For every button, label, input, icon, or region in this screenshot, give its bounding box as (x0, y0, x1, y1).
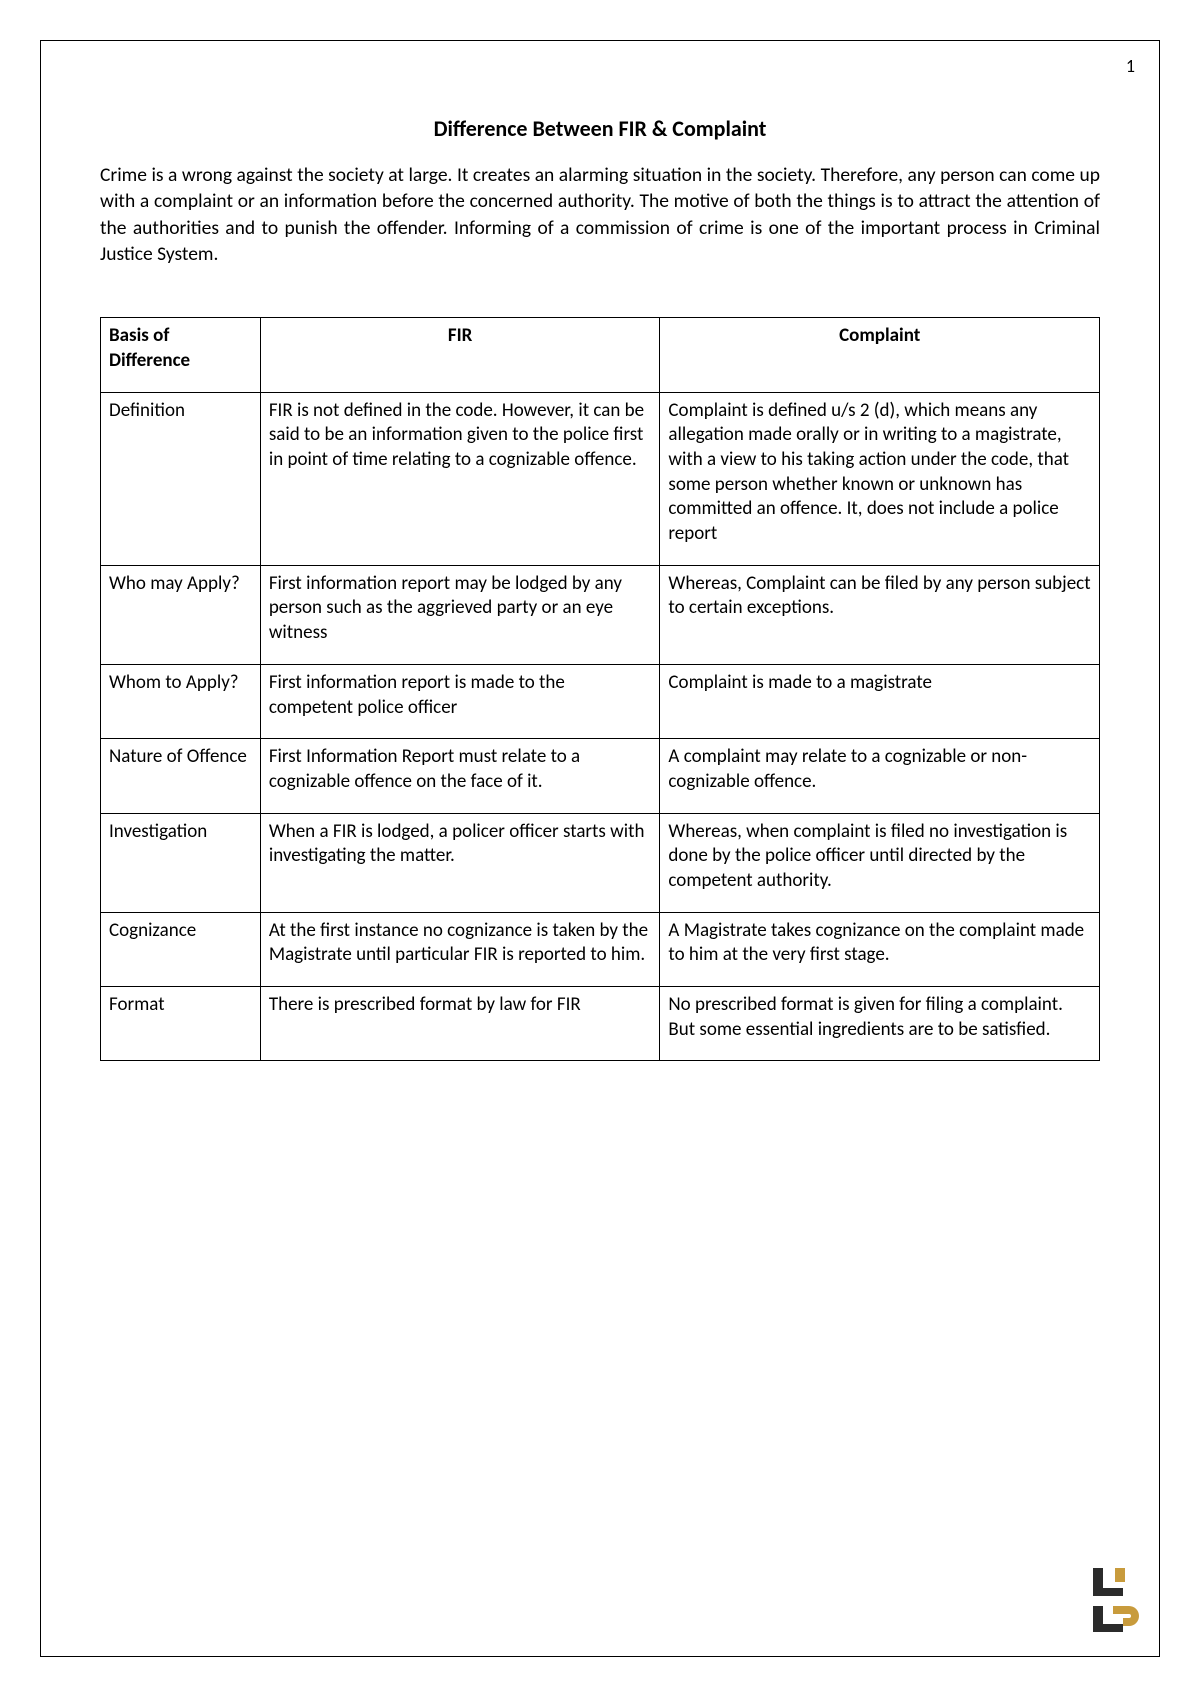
cell-basis: Cognizance (101, 912, 261, 986)
cell-fir: First information report is made to the … (260, 664, 660, 738)
intro-paragraph: Crime is a wrong against the society at … (100, 162, 1100, 267)
cell-complaint: Complaint is defined u/s 2 (d), which me… (660, 392, 1100, 565)
cell-complaint: Whereas, Complaint can be filed by any p… (660, 565, 1100, 664)
table-header-row: Basis of Difference FIR Complaint (101, 318, 1100, 392)
table-row: Nature of Offence First Information Repo… (101, 739, 1100, 813)
document-title: Difference Between FIR & Complaint (100, 115, 1100, 142)
cell-complaint: A complaint may relate to a cognizable o… (660, 739, 1100, 813)
cell-fir: When a FIR is lodged, a policer officer … (260, 813, 660, 912)
cell-fir: FIR is not defined in the code. However,… (260, 392, 660, 565)
header-complaint: Complaint (660, 318, 1100, 392)
cell-basis: Investigation (101, 813, 261, 912)
cell-basis: Nature of Offence (101, 739, 261, 813)
cell-complaint: Complaint is made to a magistrate (660, 664, 1100, 738)
cell-complaint: Whereas, when complaint is filed no inve… (660, 813, 1100, 912)
table-row: Investigation When a FIR is lodged, a po… (101, 813, 1100, 912)
table-row: Cognizance At the first instance no cogn… (101, 912, 1100, 986)
page-number: 1 (1126, 55, 1135, 77)
cell-complaint: A Magistrate takes cognizance on the com… (660, 912, 1100, 986)
cell-fir: First Information Report must relate to … (260, 739, 660, 813)
page-content: Difference Between FIR & Complaint Crime… (100, 115, 1100, 1061)
header-fir: FIR (260, 318, 660, 392)
cell-basis: Definition (101, 392, 261, 565)
table-body: Definition FIR is not defined in the cod… (101, 392, 1100, 1061)
comparison-table: Basis of Difference FIR Complaint Defini… (100, 317, 1100, 1061)
cell-complaint: No prescribed format is given for filing… (660, 987, 1100, 1061)
table-row: Format There is prescribed format by law… (101, 987, 1100, 1061)
cell-basis: Whom to Apply? (101, 664, 261, 738)
footer-logo-icon (1075, 1562, 1145, 1642)
cell-fir: At the first instance no cognizance is t… (260, 912, 660, 986)
table-row: Who may Apply? First information report … (101, 565, 1100, 664)
cell-basis: Who may Apply? (101, 565, 261, 664)
cell-fir: There is prescribed format by law for FI… (260, 987, 660, 1061)
table-row: Whom to Apply? First information report … (101, 664, 1100, 738)
header-basis: Basis of Difference (101, 318, 261, 392)
cell-fir: First information report may be lodged b… (260, 565, 660, 664)
table-row: Definition FIR is not defined in the cod… (101, 392, 1100, 565)
cell-basis: Format (101, 987, 261, 1061)
